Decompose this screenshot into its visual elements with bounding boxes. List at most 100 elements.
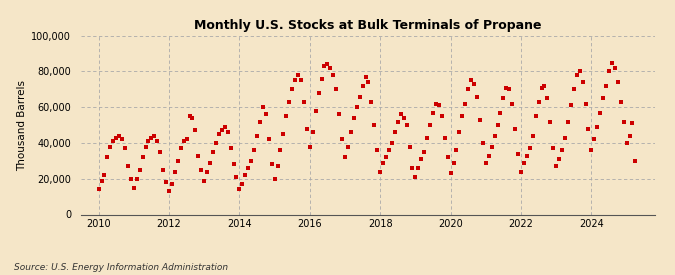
Point [416,157,427,161]
Point [213,132,224,136]
Point [319,64,330,68]
Point [126,177,136,181]
Point [510,126,520,131]
Point [381,155,392,160]
Point [621,141,632,145]
Point [196,167,207,172]
Point [580,101,591,106]
Point [603,69,614,74]
Point [363,80,374,84]
Point [598,96,609,101]
Point [316,76,327,81]
Point [228,162,239,167]
Point [178,139,189,144]
Point [536,85,547,90]
Point [512,152,523,156]
Point [298,100,309,104]
Point [610,66,620,70]
Point [348,116,359,120]
Point [562,119,573,124]
Point [477,141,488,145]
Point [146,135,157,140]
Point [181,137,192,142]
Point [176,146,186,151]
Point [431,101,441,106]
Point [304,144,315,149]
Point [217,128,227,133]
Point [539,84,550,88]
Point [524,146,535,151]
Point [439,135,450,140]
Point [601,84,612,88]
Point [225,146,236,151]
Point [119,146,130,151]
Point [325,66,335,70]
Point [310,109,321,113]
Point [140,144,151,149]
Point [522,153,533,158]
Point [99,173,110,177]
Point [167,182,178,186]
Point [199,178,210,183]
Point [252,134,263,138]
Point [366,100,377,104]
Point [193,153,204,158]
Point [240,173,250,177]
Point [254,119,265,124]
Point [425,123,435,127]
Point [481,160,491,165]
Point [113,134,124,138]
Point [372,148,383,152]
Point [351,105,362,109]
Point [248,148,259,152]
Point [163,189,174,194]
Point [577,80,588,84]
Point [383,148,394,152]
Point [592,125,603,129]
Point [516,169,526,174]
Point [630,159,641,163]
Point [574,69,585,74]
Point [354,94,365,99]
Point [627,121,638,125]
Point [342,144,353,149]
Y-axis label: Thousand Barrels: Thousand Barrels [18,80,27,170]
Point [96,178,107,183]
Point [501,85,512,90]
Point [287,87,298,92]
Point [187,116,198,120]
Point [257,105,268,109]
Point [533,100,544,104]
Point [117,137,128,142]
Point [190,128,200,133]
Point [269,177,280,181]
Point [134,167,145,172]
Point [618,119,629,124]
Point [202,169,213,174]
Point [337,137,348,142]
Point [222,130,233,134]
Point [278,132,289,136]
Point [284,100,295,104]
Point [261,112,271,117]
Point [143,139,154,144]
Point [293,73,304,77]
Point [504,87,514,92]
Point [137,155,148,160]
Point [302,126,313,131]
Point [518,160,529,165]
Point [566,103,576,108]
Point [448,160,459,165]
Point [483,153,494,158]
Point [531,114,541,118]
Point [281,114,292,118]
Point [560,135,570,140]
Point [624,134,635,138]
Point [545,119,556,124]
Point [568,87,579,92]
Point [548,146,559,151]
Point [266,162,277,167]
Point [437,114,448,118]
Point [486,144,497,149]
Point [492,123,503,127]
